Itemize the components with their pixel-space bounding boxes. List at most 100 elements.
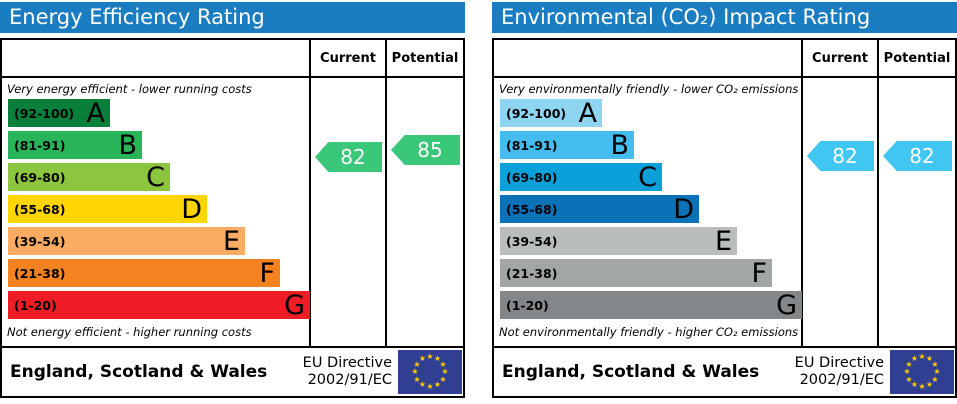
potential-rating-value: 85 — [417, 138, 443, 162]
potential-column-header: Potential — [883, 50, 951, 66]
band-letter: E — [222, 225, 240, 257]
eu-star-icon: ★ — [905, 374, 913, 384]
band-range: (39-54) — [506, 233, 558, 249]
eu-flag: ★ ★ ★ ★ ★ ★ ★ ★ ★ ★ ★ ★ — [890, 350, 954, 394]
band-range: (39-54) — [14, 233, 66, 249]
band-letter: F — [751, 257, 767, 289]
table-header-row: Current Potential — [494, 40, 955, 78]
eu-star-icon: ★ — [426, 382, 434, 391]
band-f: (21-38) F — [500, 259, 772, 287]
eu-star-icon: ★ — [933, 367, 941, 376]
eu-star-icon: ★ — [925, 379, 934, 389]
bottom-note: Not environmentally friendly - higher CO… — [499, 325, 799, 339]
current-column: 82 — [311, 78, 387, 346]
potential-rating-value: 82 — [909, 144, 935, 168]
table-footer-row: England, Scotland & Wales EU Directive 2… — [2, 346, 463, 396]
band-letter: A — [86, 97, 105, 129]
band-letter: B — [118, 129, 137, 161]
table-footer-row: England, Scotland & Wales EU Directive 2… — [494, 346, 955, 396]
current-rating-value: 82 — [832, 144, 858, 168]
eu-star-icon: ★ — [413, 359, 421, 369]
band-letter: B — [610, 129, 629, 161]
eu-star-icon: ★ — [910, 379, 919, 389]
band-e: (39-54) E — [8, 227, 245, 255]
current-column: 82 — [803, 78, 879, 346]
band-range: (92-100) — [506, 105, 567, 121]
eu-star-icon: ★ — [910, 354, 919, 363]
band-range: (21-38) — [506, 265, 558, 281]
band-c: (69-80) C — [500, 163, 662, 191]
band-letter: G — [776, 289, 797, 321]
eu-directive-line2: 2002/91/EC — [799, 372, 884, 388]
eu-directive-line2: 2002/91/EC — [307, 372, 392, 388]
band-letter: E — [714, 225, 732, 257]
eu-star-icon: ★ — [433, 379, 442, 389]
current-rating-arrow: 82 — [807, 141, 874, 171]
eu-star-icon: ★ — [905, 359, 913, 369]
eu-directive-label: EU Directive 2002/91/EC — [795, 355, 890, 388]
band-b: (81-91) B — [500, 131, 634, 159]
environmental-rating-table: Current Potential Very environmentally f… — [492, 38, 957, 398]
eu-directive-line1: EU Directive — [302, 355, 392, 372]
current-rating-arrow: 82 — [315, 142, 382, 172]
eu-star-icon: ★ — [903, 367, 911, 376]
eu-star-icon: ★ — [411, 367, 419, 376]
bands-area: Very energy efficient - lower running co… — [2, 78, 311, 346]
potential-column: 85 — [387, 78, 463, 346]
eu-star-icon: ★ — [918, 352, 926, 361]
header-spacer-cell — [494, 40, 803, 76]
band-c: (69-80) C — [8, 163, 170, 191]
eu-star-icon: ★ — [441, 367, 449, 376]
band-range: (1-20) — [506, 297, 549, 313]
band-range: (92-100) — [14, 105, 75, 121]
header-spacer-cell — [2, 40, 311, 76]
current-column-header: Current — [803, 40, 879, 76]
band-e: (39-54) E — [500, 227, 737, 255]
eu-star-icon: ★ — [413, 374, 421, 384]
band-range: (69-80) — [14, 169, 66, 185]
band-range: (81-91) — [506, 137, 558, 153]
eu-star-icon: ★ — [931, 374, 939, 384]
eu-directive-line1: EU Directive — [794, 355, 884, 372]
table-header-row: Current Potential — [2, 40, 463, 78]
band-letter: D — [673, 193, 694, 225]
band-d: (55-68) D — [8, 195, 207, 223]
region-label: England, Scotland & Wales — [10, 362, 268, 382]
band-range: (21-38) — [14, 265, 66, 281]
band-letter: A — [578, 97, 597, 129]
potential-rating-arrow: 82 — [883, 141, 952, 171]
top-note: Very energy efficient - lower running co… — [7, 82, 252, 96]
current-column-header: Current — [311, 40, 387, 76]
environmental-panel-title: Environmental (CO₂) Impact Rating — [492, 2, 957, 33]
rating-bands: (92-100) A (81-91) B (69-80) C (55-68) — [2, 99, 310, 323]
eu-directive-label: EU Directive 2002/91/EC — [303, 355, 398, 388]
band-range: (55-68) — [14, 201, 66, 217]
potential-rating-arrow: 85 — [391, 135, 460, 165]
eu-star-icon: ★ — [426, 352, 434, 361]
band-f: (21-38) F — [8, 259, 280, 287]
eu-star-icon: ★ — [918, 382, 926, 391]
band-range: (1-20) — [14, 297, 57, 313]
eu-star-icon: ★ — [433, 354, 442, 363]
band-a: (92-100) A — [500, 99, 602, 127]
top-note: Very environmentally friendly - lower CO… — [499, 82, 799, 96]
rating-bands: (92-100) A (81-91) B (69-80) C (55-68) — [494, 99, 802, 323]
band-letter: D — [181, 193, 202, 225]
band-a: (92-100) A — [8, 99, 110, 127]
eu-star-icon: ★ — [418, 354, 427, 363]
eu-flag: ★ ★ ★ ★ ★ ★ ★ ★ ★ ★ ★ ★ — [398, 350, 462, 394]
band-g: (1-20) G — [8, 291, 310, 319]
energy-rating-table: Current Potential Very energy efficient … — [0, 38, 465, 398]
eu-star-icon: ★ — [418, 379, 427, 389]
band-d: (55-68) D — [500, 195, 699, 223]
potential-column-header: Potential — [391, 50, 459, 66]
eu-star-icon: ★ — [931, 359, 939, 369]
band-letter: C — [146, 161, 165, 193]
band-range: (55-68) — [506, 201, 558, 217]
eu-star-icon: ★ — [439, 359, 447, 369]
band-letter: F — [259, 257, 275, 289]
energy-efficiency-panel: Energy Efficiency Rating Current Potenti… — [0, 2, 465, 398]
region-label: England, Scotland & Wales — [502, 362, 760, 382]
environmental-impact-panel: Environmental (CO₂) Impact Rating Curren… — [492, 2, 957, 398]
